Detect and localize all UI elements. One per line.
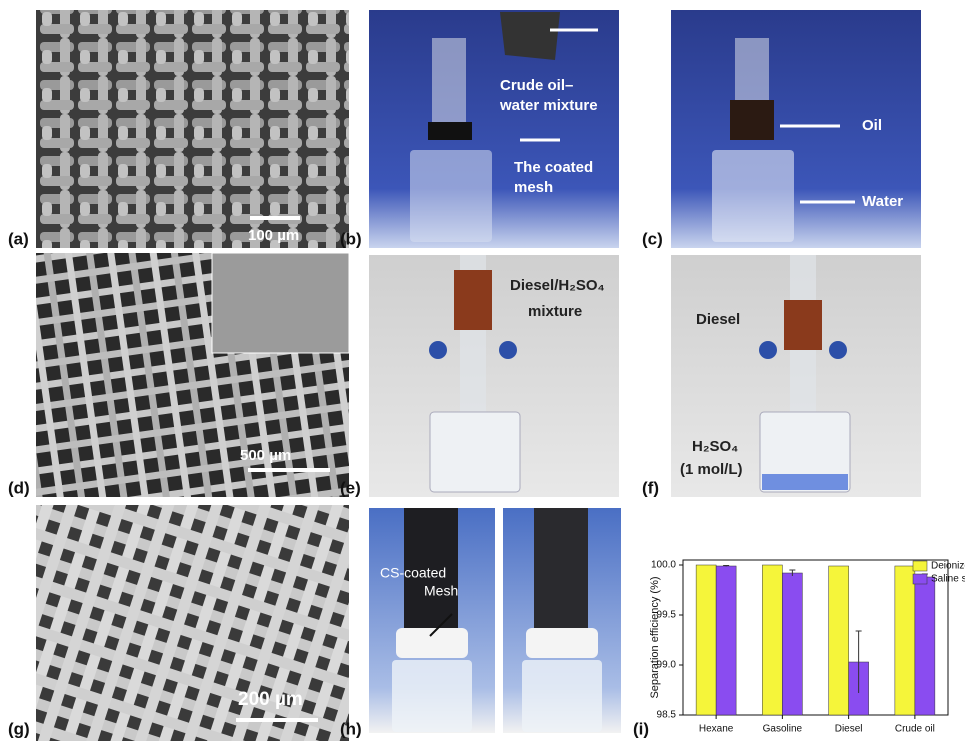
annotation: Crude oil– [500, 77, 573, 94]
legend-swatch [913, 574, 927, 584]
y-tick-label: 98.5 [657, 710, 677, 721]
beaker [410, 150, 492, 242]
annotation: water mixture [499, 97, 598, 114]
oil [730, 100, 774, 140]
annotation: mixture [528, 303, 582, 320]
inset-image [212, 253, 349, 353]
annotation: Oil [862, 117, 882, 134]
panel-label: (c) [642, 229, 663, 248]
panel-label: (f) [642, 478, 659, 497]
clamp [429, 341, 447, 359]
y-axis-label: Separation efficiency (%) [649, 576, 661, 698]
legend-swatch [913, 561, 927, 571]
panel-label: (a) [8, 229, 29, 248]
bar [782, 573, 802, 715]
beaker [430, 412, 520, 492]
annotation: The coated [514, 159, 593, 176]
sem-image [36, 10, 349, 248]
figure: 100 µm (a) Crude oil– water mixture The … [0, 0, 965, 741]
clamp [829, 341, 847, 359]
mesh-holder [428, 122, 472, 140]
photo [671, 10, 921, 248]
annotation: Water [862, 193, 903, 210]
bar [915, 577, 935, 715]
bar [716, 566, 736, 715]
acid-solution [762, 474, 848, 490]
y-tick-label: 100.0 [651, 560, 676, 571]
panel-label: (h) [340, 719, 362, 738]
clamp [759, 341, 777, 359]
annotation: Diesel/H₂SO₄ [510, 277, 605, 294]
diesel [784, 300, 822, 350]
bottle [392, 660, 472, 732]
panel-label: (b) [340, 229, 362, 248]
panel-label: (e) [340, 478, 361, 497]
bar [696, 565, 716, 715]
diesel-mixture [454, 270, 492, 330]
annotation: Mesh [424, 583, 458, 599]
x-tick-label: Diesel [835, 724, 863, 735]
panel-label: (i) [633, 719, 649, 738]
scale-label: 200 µm [238, 689, 303, 710]
legend-label: Saline solution [931, 574, 965, 585]
scale-label: 100 µm [248, 227, 299, 244]
tube [432, 38, 466, 133]
legend-label: Deionized water [931, 561, 965, 572]
photo [369, 10, 619, 248]
annotation: H₂SO₄ [692, 438, 738, 455]
annotation: Diesel [696, 311, 740, 328]
pouring-beaker [500, 12, 560, 60]
panel-label: (d) [8, 478, 30, 497]
x-tick-label: Hexane [699, 724, 734, 735]
panel-label: (g) [8, 719, 30, 738]
bottle [522, 660, 602, 732]
oil-column [534, 508, 588, 638]
holder [396, 628, 468, 658]
bar [895, 566, 915, 715]
clamp [499, 341, 517, 359]
annotation: CS-coated [380, 565, 446, 581]
annotation: (1 mol/L) [680, 461, 743, 478]
beaker [712, 150, 794, 242]
scale-label: 500 µm [240, 447, 291, 464]
annotation: mesh [514, 179, 553, 196]
bar [762, 565, 782, 715]
x-tick-label: Crude oil [895, 724, 935, 735]
bar [829, 566, 849, 715]
holder [526, 628, 598, 658]
x-tick-label: Gasoline [763, 724, 803, 735]
